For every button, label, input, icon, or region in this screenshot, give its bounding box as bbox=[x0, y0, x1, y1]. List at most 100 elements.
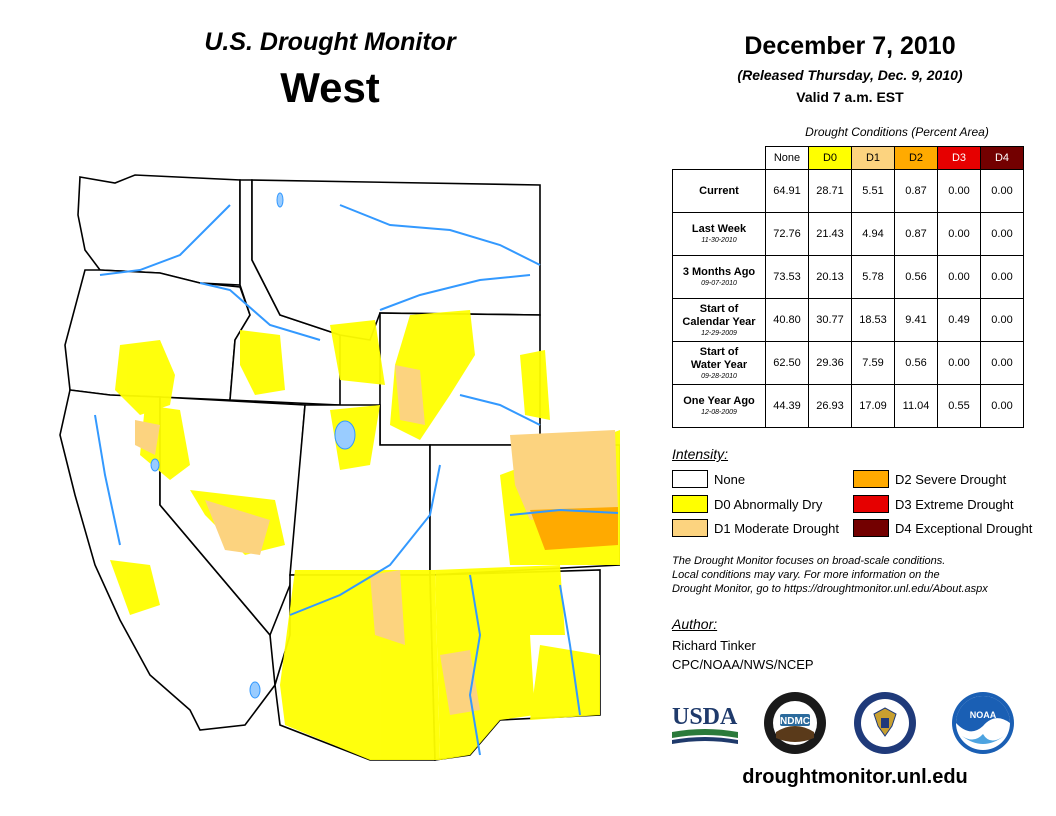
table-cell: 9.41 bbox=[894, 298, 938, 342]
legend-swatch bbox=[853, 495, 889, 513]
table-cell: 0.00 bbox=[937, 212, 981, 256]
row-label-text-2: Water Year bbox=[690, 358, 748, 371]
row-label-text-2: Calendar Year bbox=[682, 315, 756, 328]
noaa-logo: NOAA bbox=[952, 692, 1014, 754]
legend-label: D2 Severe Drought bbox=[895, 471, 1007, 487]
ndmc-logo-text: NDMC bbox=[780, 716, 810, 727]
note-line: Local conditions may vary. For more info… bbox=[672, 569, 940, 581]
rivers-layer bbox=[94, 204, 619, 756]
river-pecos bbox=[559, 584, 581, 716]
table-cell: 0.00 bbox=[937, 341, 981, 385]
d2-colorado-southeast bbox=[530, 507, 618, 550]
table-row: 3 Months Ago 09-07-2010 73.53 20.13 5.78… bbox=[672, 255, 1024, 299]
table-cell: 29.36 bbox=[808, 341, 852, 385]
row-label-text: Start of bbox=[699, 345, 739, 358]
table-cell: 64.91 bbox=[765, 169, 809, 213]
map-title: U.S. Drought Monitor bbox=[204, 28, 456, 56]
note-line: The Drought Monitor focuses on broad-sca… bbox=[672, 555, 946, 567]
legend-label: D3 Extreme Drought bbox=[895, 496, 1014, 512]
d0-new-mexico-east bbox=[530, 645, 600, 720]
d0-arizona bbox=[280, 570, 440, 760]
river-yellowstone bbox=[379, 274, 531, 311]
row-label: 3 Months Ago 09-07-2010 bbox=[672, 255, 766, 299]
legend-item-d4: D4 Exceptional Drought bbox=[853, 519, 1032, 537]
d1-utah-south bbox=[370, 570, 405, 645]
table-cell: 18.53 bbox=[851, 298, 895, 342]
row-label-text: 3 Months Ago bbox=[682, 266, 756, 278]
table-cell: 0.00 bbox=[980, 298, 1024, 342]
legend-item-none: None bbox=[672, 470, 745, 488]
legend-swatch bbox=[672, 495, 708, 513]
legend-label: D0 Abnormally Dry bbox=[714, 496, 823, 512]
legend-swatch bbox=[672, 519, 708, 537]
legend-label: D4 Exceptional Drought bbox=[895, 520, 1033, 536]
table-cell: 0.00 bbox=[980, 384, 1024, 428]
release-date: (Released Thursday, Dec. 9, 2010) bbox=[737, 67, 963, 83]
column-header: D0 bbox=[808, 146, 852, 170]
legend-item-d0: D0 Abnormally Dry bbox=[672, 495, 822, 513]
table-cell: 0.49 bbox=[937, 298, 981, 342]
noaa-logo-text: NOAA bbox=[970, 710, 997, 720]
row-label: Last Week 11-30-2010 bbox=[672, 212, 766, 256]
state-washington bbox=[77, 174, 241, 286]
table-cell: 17.09 bbox=[851, 384, 895, 428]
table-cell: 20.13 bbox=[808, 255, 852, 299]
legend-swatch bbox=[853, 470, 889, 488]
lake-great-salt bbox=[334, 420, 356, 450]
table-cell: 5.51 bbox=[851, 169, 895, 213]
table-cell: 0.00 bbox=[980, 255, 1024, 299]
ndmc-logo: NDMC bbox=[764, 692, 826, 754]
row-label: One Year Ago 12-08-2009 bbox=[672, 384, 766, 428]
table-row: Start of Water Year 09-28-2010 62.50 29.… bbox=[672, 341, 1024, 385]
legend-swatch bbox=[672, 470, 708, 488]
website-link[interactable]: droughtmonitor.unl.edu bbox=[742, 766, 968, 788]
d0-oregon-west bbox=[115, 340, 175, 415]
row-label-text: Current bbox=[699, 184, 739, 197]
d1-wyoming bbox=[395, 365, 425, 425]
lake-salton bbox=[249, 681, 261, 699]
table-cell: 0.55 bbox=[937, 384, 981, 428]
table-header-row: None D0 D1 D2 D3 D4 bbox=[673, 146, 1024, 170]
river-columbia bbox=[99, 204, 231, 276]
table-cell: 0.87 bbox=[894, 212, 938, 256]
d1-nevada-central bbox=[205, 500, 270, 555]
table-cell: 72.76 bbox=[765, 212, 809, 256]
table-cell: 30.77 bbox=[808, 298, 852, 342]
legend-item-d1: D1 Moderate Drought bbox=[672, 519, 839, 537]
commerce-seal-logo bbox=[854, 692, 916, 754]
table-cell: 0.00 bbox=[980, 169, 1024, 213]
column-header: D2 bbox=[894, 146, 938, 170]
table-cell: 0.00 bbox=[937, 169, 981, 213]
row-label-date: 12-29-2009 bbox=[701, 329, 737, 337]
row-label-text: Start of bbox=[699, 302, 739, 315]
table-cell: 0.00 bbox=[937, 255, 981, 299]
table-cell: 62.50 bbox=[765, 341, 809, 385]
table-cell: 28.71 bbox=[808, 169, 852, 213]
d0-idaho-south bbox=[240, 330, 285, 395]
table-cell: 73.53 bbox=[765, 255, 809, 299]
usda-logo-text: USDA bbox=[672, 704, 738, 730]
river-platte bbox=[459, 394, 541, 426]
table-cell: 0.87 bbox=[894, 169, 938, 213]
row-label-date: 09-28-2010 bbox=[701, 372, 737, 380]
lake-flathead bbox=[276, 192, 284, 208]
column-header: D1 bbox=[851, 146, 895, 170]
region-title: West bbox=[280, 64, 380, 111]
table-row: Start of Calendar Year 12-29-2009 40.80 … bbox=[672, 298, 1024, 342]
usda-logo: USDA bbox=[672, 704, 738, 744]
river-snake bbox=[199, 282, 321, 341]
table-cell: 21.43 bbox=[808, 212, 852, 256]
author-title: Author: bbox=[672, 616, 718, 632]
legend-item-d3: D3 Extreme Drought bbox=[853, 495, 1014, 513]
row-label-date: 11-30-2010 bbox=[701, 237, 737, 244]
lake-tahoe bbox=[150, 458, 160, 472]
row-label-text: One Year Ago bbox=[683, 395, 755, 407]
d1-colorado-east bbox=[510, 430, 618, 520]
table-cell: 0.56 bbox=[894, 341, 938, 385]
table-row: Last Week 11-30-2010 72.76 21.43 4.94 0.… bbox=[672, 212, 1024, 256]
author-name: Richard Tinker bbox=[672, 638, 756, 653]
table-cell: 11.04 bbox=[894, 384, 938, 428]
column-header: D4 bbox=[980, 146, 1024, 170]
table-row: One Year Ago 12-08-2009 44.39 26.93 17.0… bbox=[672, 384, 1024, 428]
table-caption: Drought Conditions (Percent Area) bbox=[805, 125, 989, 139]
